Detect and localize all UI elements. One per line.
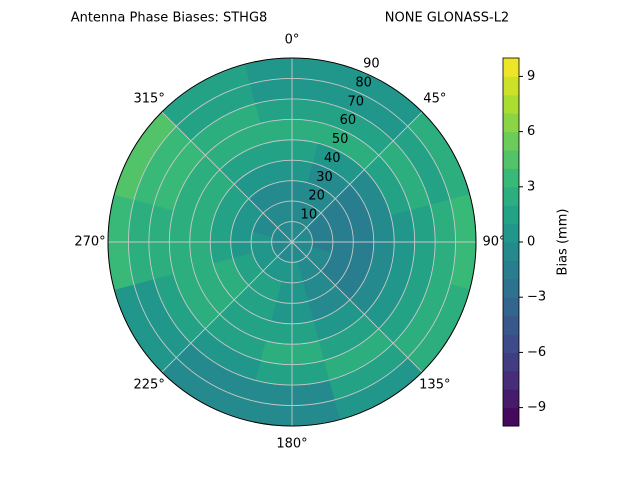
theta-tick-label: 45° [423,92,446,107]
colorbar-tick-label: −3 [527,290,546,305]
r-tick-label: 10 [301,208,318,223]
r-tick-label: 50 [332,132,349,147]
colorbar-band [503,150,519,169]
grid-spoke [291,111,423,243]
grid-spoke [161,241,293,373]
r-tick-label: 20 [308,189,325,204]
r-tick-label: 30 [316,170,333,185]
chart-subtitle: NONE GLONASS-L2 [385,11,509,26]
colorbar-band [503,315,519,335]
colorbar-tick-label: −6 [527,345,546,360]
colorbar-band [503,205,519,225]
r-tick-label: 60 [340,113,357,128]
colorbar-band [503,278,519,298]
colorbar-band [503,260,519,280]
r-tick-label: 70 [347,94,364,109]
r-tick-label: 40 [324,151,341,166]
colorbar-label: Bias (mm) [556,209,571,276]
colorbar-tick-label: 3 [527,179,535,194]
colorbar-band [503,58,519,77]
colorbar-band [503,131,519,151]
colorbar-tick-label: 0 [527,235,535,250]
colorbar-band [503,352,519,372]
theta-tick-label: 180° [276,437,307,452]
colorbar-band [503,113,519,133]
polar-frame [107,57,477,427]
colorbar-band [503,334,519,353]
chart-title: Antenna Phase Biases: STHG8 [71,11,268,26]
r-tick-label: 90 [363,57,380,72]
grid-spoke [161,111,293,243]
grid-spoke [291,241,423,373]
r-tick-label: 80 [355,75,372,90]
theta-tick-label: 270° [74,235,105,250]
theta-tick-label: 315° [134,92,165,107]
colorbar-band [503,370,519,390]
theta-tick-label: 0° [285,33,300,48]
colorbar-band [503,76,519,96]
colorbar-tick-label: −9 [527,400,546,415]
colorbar-band [503,389,519,409]
theta-tick-label: 135° [419,377,450,392]
colorbar-tick-label: 9 [527,69,535,84]
colorbar-band [503,242,519,261]
colorbar-band [503,168,519,188]
colorbar-tick-label: 6 [527,124,535,139]
theta-tick-label: 225° [134,377,165,392]
colorbar-band [503,94,519,114]
colorbar-band [503,407,519,427]
colorbar-band [503,297,519,317]
colorbar-band [503,223,519,243]
colorbar-band [503,186,519,206]
theta-tick-label: 90° [482,235,505,250]
